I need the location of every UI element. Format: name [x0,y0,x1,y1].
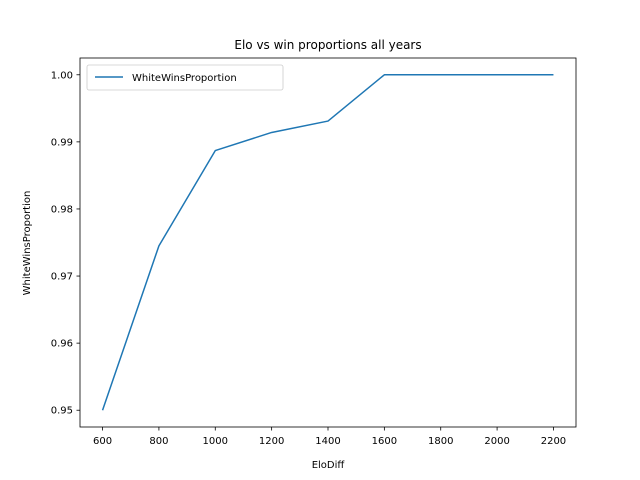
x-tick-label: 1800 [428,436,453,447]
x-tick-label: 600 [93,436,112,447]
x-tick-label: 1400 [315,436,340,447]
x-tick-label: 1200 [259,436,284,447]
x-tick-label: 1000 [203,436,228,447]
y-tick-label: 0.98 [51,204,73,215]
series-layer [101,74,554,411]
x-tick-label: 800 [149,436,168,447]
x-tick-label: 2200 [541,436,566,447]
plot-frame [79,57,577,428]
y-tick-label: 0.95 [51,406,73,417]
y-axis-label: WhiteWinsProportion [22,191,33,296]
x-axis-label: EloDiff [312,460,346,471]
legend: WhiteWinsProportion [86,64,284,91]
y-tick-label: 0.97 [51,272,73,283]
x-tick-label: 1600 [372,436,397,447]
series-line [101,74,554,411]
y-tick-label: 0.96 [51,339,73,350]
y-tick-label: 0.99 [51,137,73,148]
x-tick-label: 2000 [484,436,509,447]
x-axis-ticks: 600 800 1000 1200 1400 1600 1800 2000 2200 [93,427,566,447]
legend-label: WhiteWinsProportion [132,73,237,84]
chart-title: Elo vs win proportions all years [234,38,421,52]
legend-box [86,64,284,91]
y-tick-label: 1.00 [51,70,73,81]
y-axis-ticks: 0.95 0.96 0.97 0.98 0.99 1.00 [51,70,80,417]
